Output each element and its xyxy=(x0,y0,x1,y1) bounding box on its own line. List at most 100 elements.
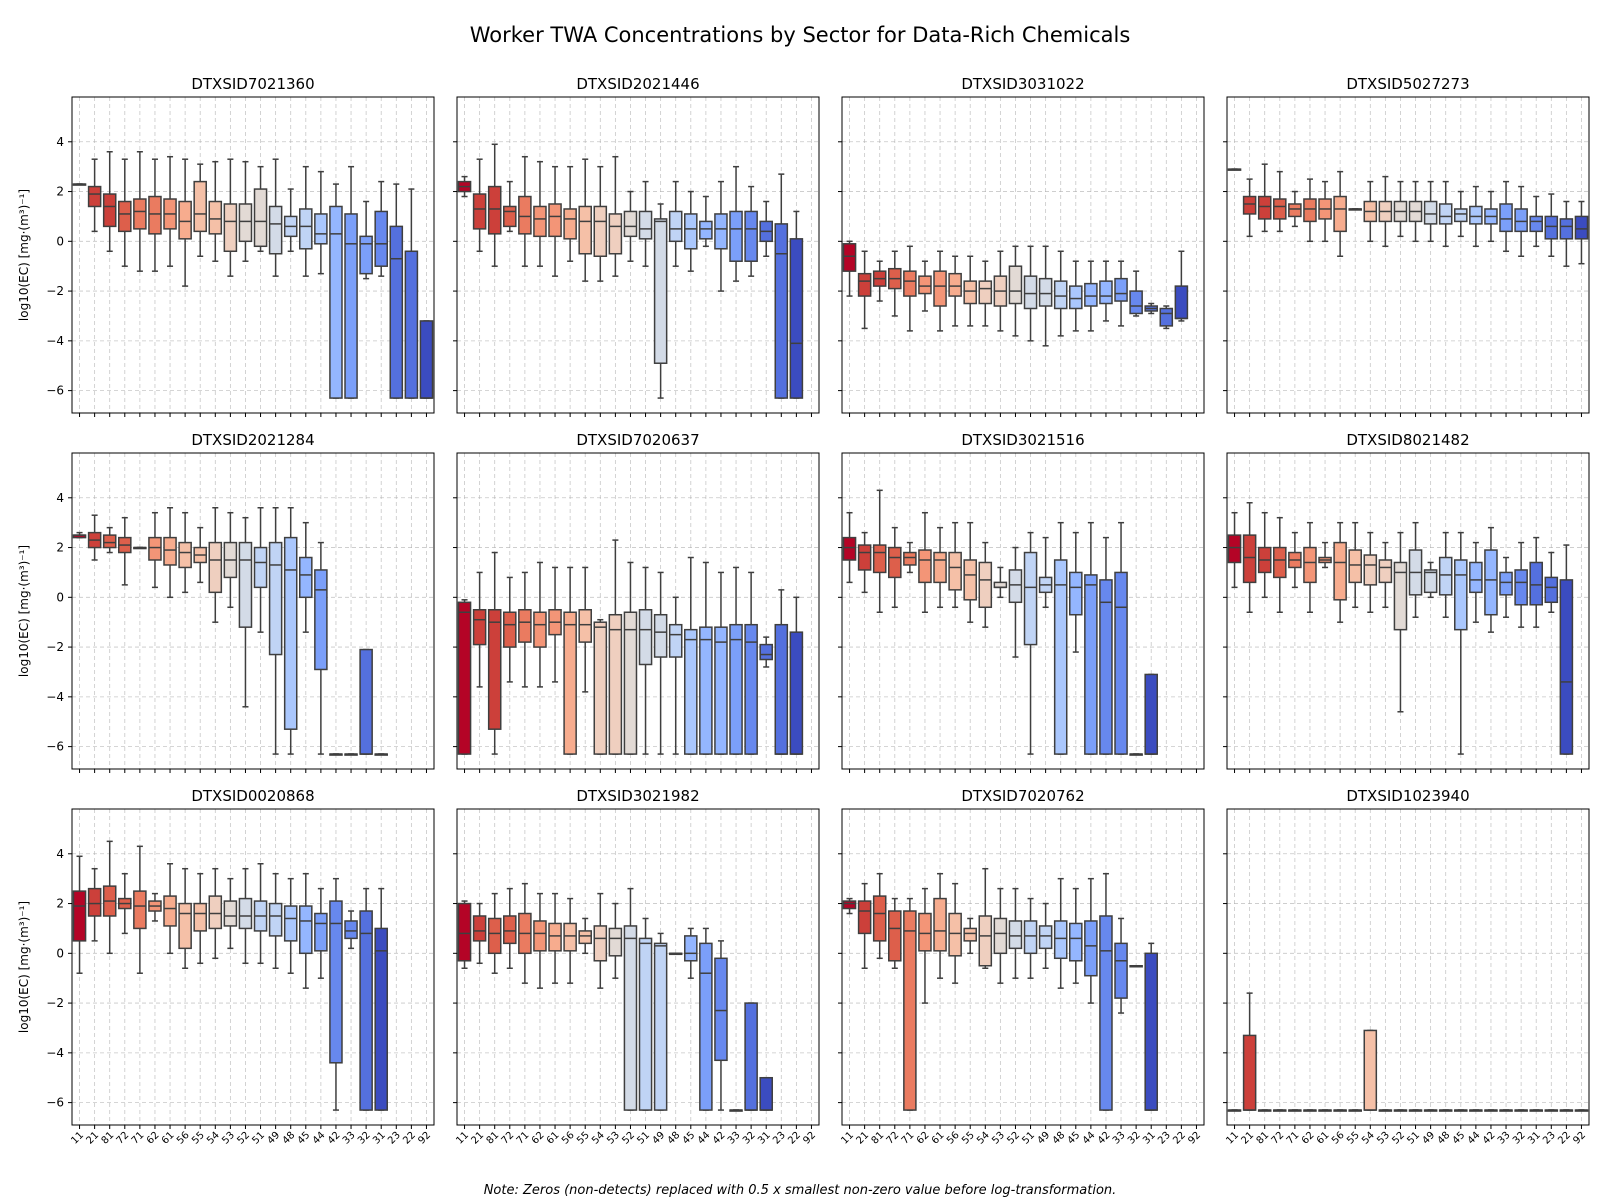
box-iqr xyxy=(472,193,487,230)
x-tick-label: 22 xyxy=(1171,1130,1188,1147)
box-52 xyxy=(238,867,253,965)
box-iqr xyxy=(593,925,608,962)
box-45 xyxy=(1454,1109,1468,1112)
box-iqr xyxy=(948,272,962,297)
box-iqr xyxy=(578,205,592,255)
box-53 xyxy=(1378,175,1393,248)
x-tick-label: 45 xyxy=(1451,1130,1468,1147)
box-iqr xyxy=(208,541,223,594)
box-32 xyxy=(744,1002,758,1111)
box-32 xyxy=(1514,1109,1528,1112)
box-81 xyxy=(872,260,887,302)
box-53 xyxy=(223,158,238,277)
box-62 xyxy=(918,887,932,1004)
box-62 xyxy=(533,561,547,688)
box-21 xyxy=(87,867,102,942)
axes-frame xyxy=(71,808,435,1126)
x-tick-label: 31 xyxy=(756,1130,773,1147)
box-21 xyxy=(857,882,872,969)
box-48 xyxy=(1438,180,1453,248)
x-tick-label: 92 xyxy=(416,1130,433,1147)
box-iqr xyxy=(1023,920,1038,955)
box-42 xyxy=(714,571,728,755)
box-iqr xyxy=(87,887,102,917)
box-iqr xyxy=(623,210,638,238)
x-tick-label: 72 xyxy=(500,1130,517,1147)
box-49 xyxy=(653,203,668,399)
box-32 xyxy=(744,185,758,277)
x-tick-label: 92 xyxy=(1571,1130,1588,1147)
box-71 xyxy=(518,571,532,688)
box-11 xyxy=(1227,511,1242,589)
axes-frame xyxy=(71,96,435,414)
x-tick-label: 11 xyxy=(454,1130,471,1147)
box-iqr xyxy=(1363,554,1378,586)
box-iqr xyxy=(729,623,743,755)
axes-frame xyxy=(841,96,1205,414)
box-51 xyxy=(638,917,653,1111)
box-11 xyxy=(842,511,857,584)
panel-6: DTXSID7020637 xyxy=(453,431,820,773)
box-iqr xyxy=(638,210,653,240)
box-53 xyxy=(608,539,623,755)
box-22 xyxy=(1559,1109,1574,1112)
box-11 xyxy=(842,240,857,297)
box-42 xyxy=(1484,1109,1498,1112)
box-iqr xyxy=(948,912,962,957)
box-iqr xyxy=(299,556,313,599)
y-tick-label: −4 xyxy=(46,334,64,348)
box-45 xyxy=(684,190,698,272)
box-iqr xyxy=(714,957,728,1062)
x-tick-label: 11 xyxy=(1224,1130,1241,1147)
box-49 xyxy=(1423,1109,1438,1112)
x-tick-label: 42 xyxy=(711,1130,728,1147)
x-tick-label: 44 xyxy=(1466,1130,1483,1147)
x-tick-label: 71 xyxy=(1285,1130,1302,1147)
panel-8: DTXSID8021482 xyxy=(1223,431,1590,773)
box-iqr xyxy=(593,205,608,257)
box-81 xyxy=(102,150,117,253)
x-tick-label: 72 xyxy=(1270,1130,1287,1147)
box-42 xyxy=(714,940,728,1111)
box-iqr xyxy=(948,551,962,591)
box-iqr xyxy=(608,613,623,755)
box-72 xyxy=(1273,170,1287,233)
box-45 xyxy=(684,927,698,979)
x-tick-label: 48 xyxy=(281,1130,298,1147)
y-axis-label: log10(EC) [mg·(m³)⁻¹] xyxy=(17,545,31,677)
x-tick-label: 33 xyxy=(1111,1130,1128,1147)
box-48 xyxy=(283,188,298,253)
box-iqr xyxy=(1559,579,1574,755)
box-11 xyxy=(457,900,472,969)
x-tick-label: 55 xyxy=(1345,1130,1362,1147)
box-31 xyxy=(1529,1109,1543,1112)
x-tick-label: 53 xyxy=(220,1130,237,1147)
panel-3: DTXSID3031022 xyxy=(838,75,1205,417)
box-45 xyxy=(1069,531,1083,653)
box-iqr xyxy=(314,912,328,952)
box-62 xyxy=(1303,178,1317,243)
box-iqr xyxy=(208,200,223,235)
box-55 xyxy=(963,521,977,623)
box-92 xyxy=(1574,200,1589,265)
box-22 xyxy=(1174,250,1189,322)
box-iqr xyxy=(533,611,547,648)
box-iqr xyxy=(299,905,313,955)
x-tick-label: 54 xyxy=(1360,1130,1377,1147)
x-tick-label: 53 xyxy=(1375,1130,1392,1147)
box-33 xyxy=(1499,180,1513,253)
axes-frame xyxy=(1226,808,1590,1126)
box-iqr xyxy=(963,927,977,942)
box-iqr xyxy=(653,942,668,1111)
x-tick-label: 72 xyxy=(885,1130,902,1147)
box-81 xyxy=(487,892,502,974)
x-tick-label: 61 xyxy=(1315,1130,1332,1147)
box-33 xyxy=(1114,917,1128,1014)
box-iqr xyxy=(533,205,547,238)
panel-5: 4 2 0 −2 −4 −6 DTXSID2021284 log10(EC) [mg·(m³)… xyxy=(17,431,435,773)
box-54 xyxy=(1363,180,1378,243)
x-tick-label: 49 xyxy=(1035,1130,1052,1147)
panel-title: DTXSID7020637 xyxy=(576,431,699,449)
box-23 xyxy=(1544,1109,1559,1112)
box-iqr xyxy=(268,541,283,656)
